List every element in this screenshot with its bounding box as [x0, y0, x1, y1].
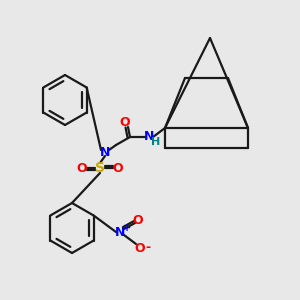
Text: O: O — [77, 161, 87, 175]
Text: N: N — [115, 226, 125, 238]
Text: N: N — [100, 146, 110, 158]
Text: +: + — [123, 223, 131, 233]
Text: N: N — [144, 130, 154, 143]
Text: S: S — [95, 161, 105, 175]
Text: O: O — [120, 116, 130, 128]
Text: O: O — [135, 242, 145, 254]
Text: O: O — [133, 214, 143, 226]
Text: H: H — [152, 137, 160, 147]
Text: O: O — [113, 161, 123, 175]
Text: -: - — [146, 242, 151, 254]
